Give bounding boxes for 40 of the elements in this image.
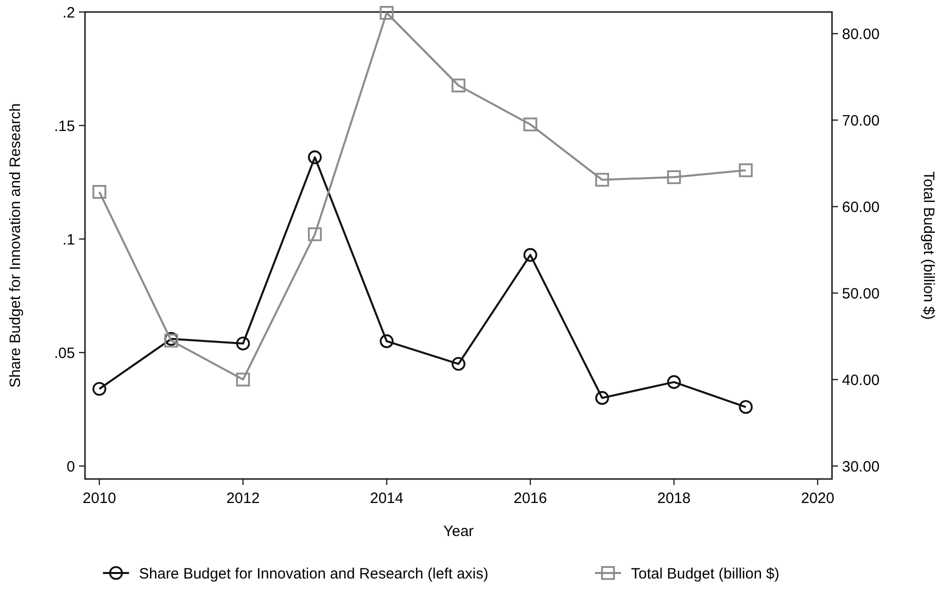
point [452,78,466,92]
legend-label: Share Budget for Innovation and Research (left axis) [139,565,488,582]
x-tick-label: 2016 [514,490,548,507]
point [452,356,466,371]
x-axis-title: Year [443,523,474,540]
point [667,375,681,389]
point [236,336,250,350]
point [595,172,610,187]
x-tick-label: 2014 [370,490,404,507]
point [738,400,753,414]
point [380,6,394,20]
y2-tick-label: 60.00 [842,198,880,216]
point [236,372,250,386]
point [595,391,610,405]
x-tick-label: 2012 [226,490,260,507]
point [92,382,106,396]
point [308,150,322,164]
y2-tick-label: 30.00 [842,458,880,476]
y2-tick-label: 80.00 [842,26,880,43]
point [523,118,538,132]
y-tick-label: 0 [66,458,75,476]
point [308,227,322,242]
y2-tick-label: 50.00 [842,285,880,302]
y-axis-title: Share Budget for Innovation and Research [7,103,24,388]
point [92,184,106,199]
point [380,334,394,348]
y-tick-label: .1 [62,231,75,248]
x-tick-label: 2010 [82,490,116,507]
x-tick-label: 2018 [657,490,691,507]
point [523,248,538,262]
legend-label: Total Budget (billion $) [631,565,780,582]
y-tick-label: .2 [62,4,75,22]
y-tick-label: .15 [54,118,75,135]
y-tick-label: .05 [54,344,75,362]
y2-tick-label: 40.00 [842,372,880,389]
y2-axis-title: Total Budget (billion $) [920,171,937,320]
x-tick-label: 2020 [800,490,834,507]
y2-tick-label: 70.00 [842,112,880,130]
point [738,163,753,178]
point [667,170,681,184]
